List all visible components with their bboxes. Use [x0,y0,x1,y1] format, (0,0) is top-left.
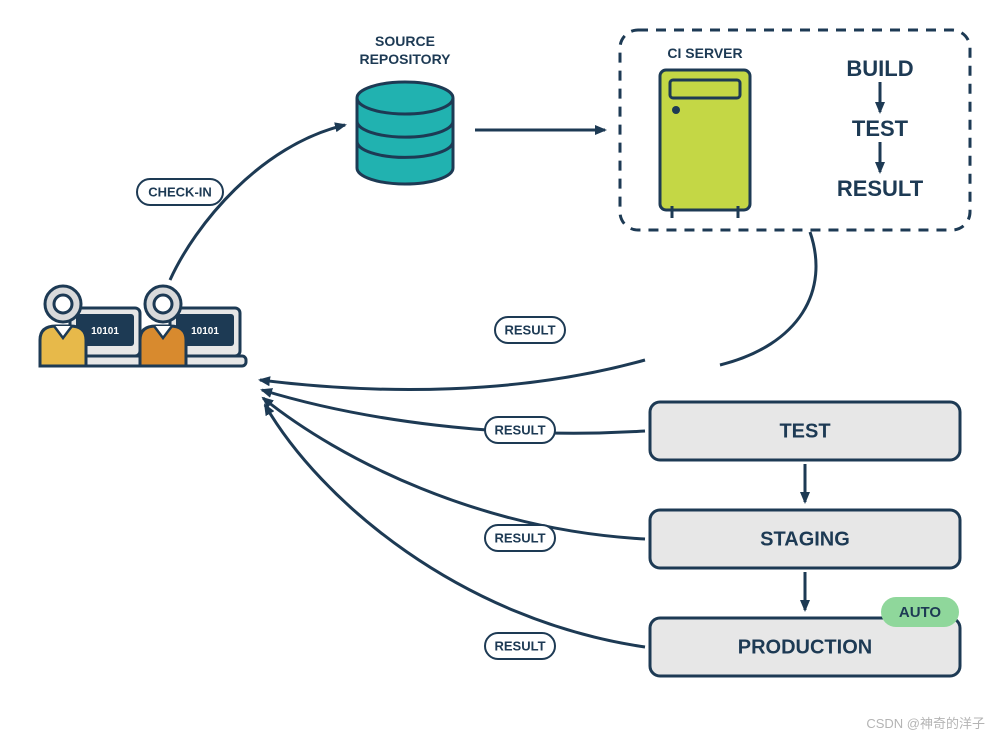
label-build: BUILD [846,56,913,81]
label-ci-server: CI SERVER [667,45,742,61]
label-auto: AUTO [881,597,959,627]
label-source-repository-2: REPOSITORY [359,51,451,67]
label-test-pipe: TEST [852,116,909,141]
database-icon [357,82,453,184]
svg-text:RESULT: RESULT [504,322,555,337]
arrow-result-3 [263,398,645,539]
arrow-result-4 [265,405,645,647]
label-result-4: RESULT [485,633,555,659]
arrow-result-1 [260,360,645,390]
watermark: CSDN @神奇的洋子 [866,716,985,731]
svg-text:10101: 10101 [91,326,119,337]
stage-test: TEST [650,402,960,460]
label-source-repository: SOURCE [375,33,435,49]
svg-text:RESULT: RESULT [494,422,545,437]
arrow-result-2 [262,390,645,433]
svg-text:STAGING: STAGING [760,528,850,550]
svg-text:RESULT: RESULT [494,530,545,545]
svg-text:RESULT: RESULT [494,638,545,653]
svg-text:10101: 10101 [191,326,219,337]
svg-text:TEST: TEST [779,420,830,442]
label-result-pipe: RESULT [837,176,924,201]
arrow-ci-down [720,232,816,365]
svg-text:CHECK-IN: CHECK-IN [148,184,212,199]
developer-2-icon: 10101 [140,286,246,366]
svg-text:AUTO: AUTO [899,604,942,621]
label-checkin: CHECK-IN [137,179,223,205]
stage-staging: STAGING [650,510,960,568]
label-result-3: RESULT [485,525,555,551]
label-result-1: RESULT [495,317,565,343]
svg-text:PRODUCTION: PRODUCTION [738,636,872,658]
developer-1-icon: 10101 [40,286,146,366]
server-icon [660,70,750,218]
label-result-2: RESULT [485,417,555,443]
